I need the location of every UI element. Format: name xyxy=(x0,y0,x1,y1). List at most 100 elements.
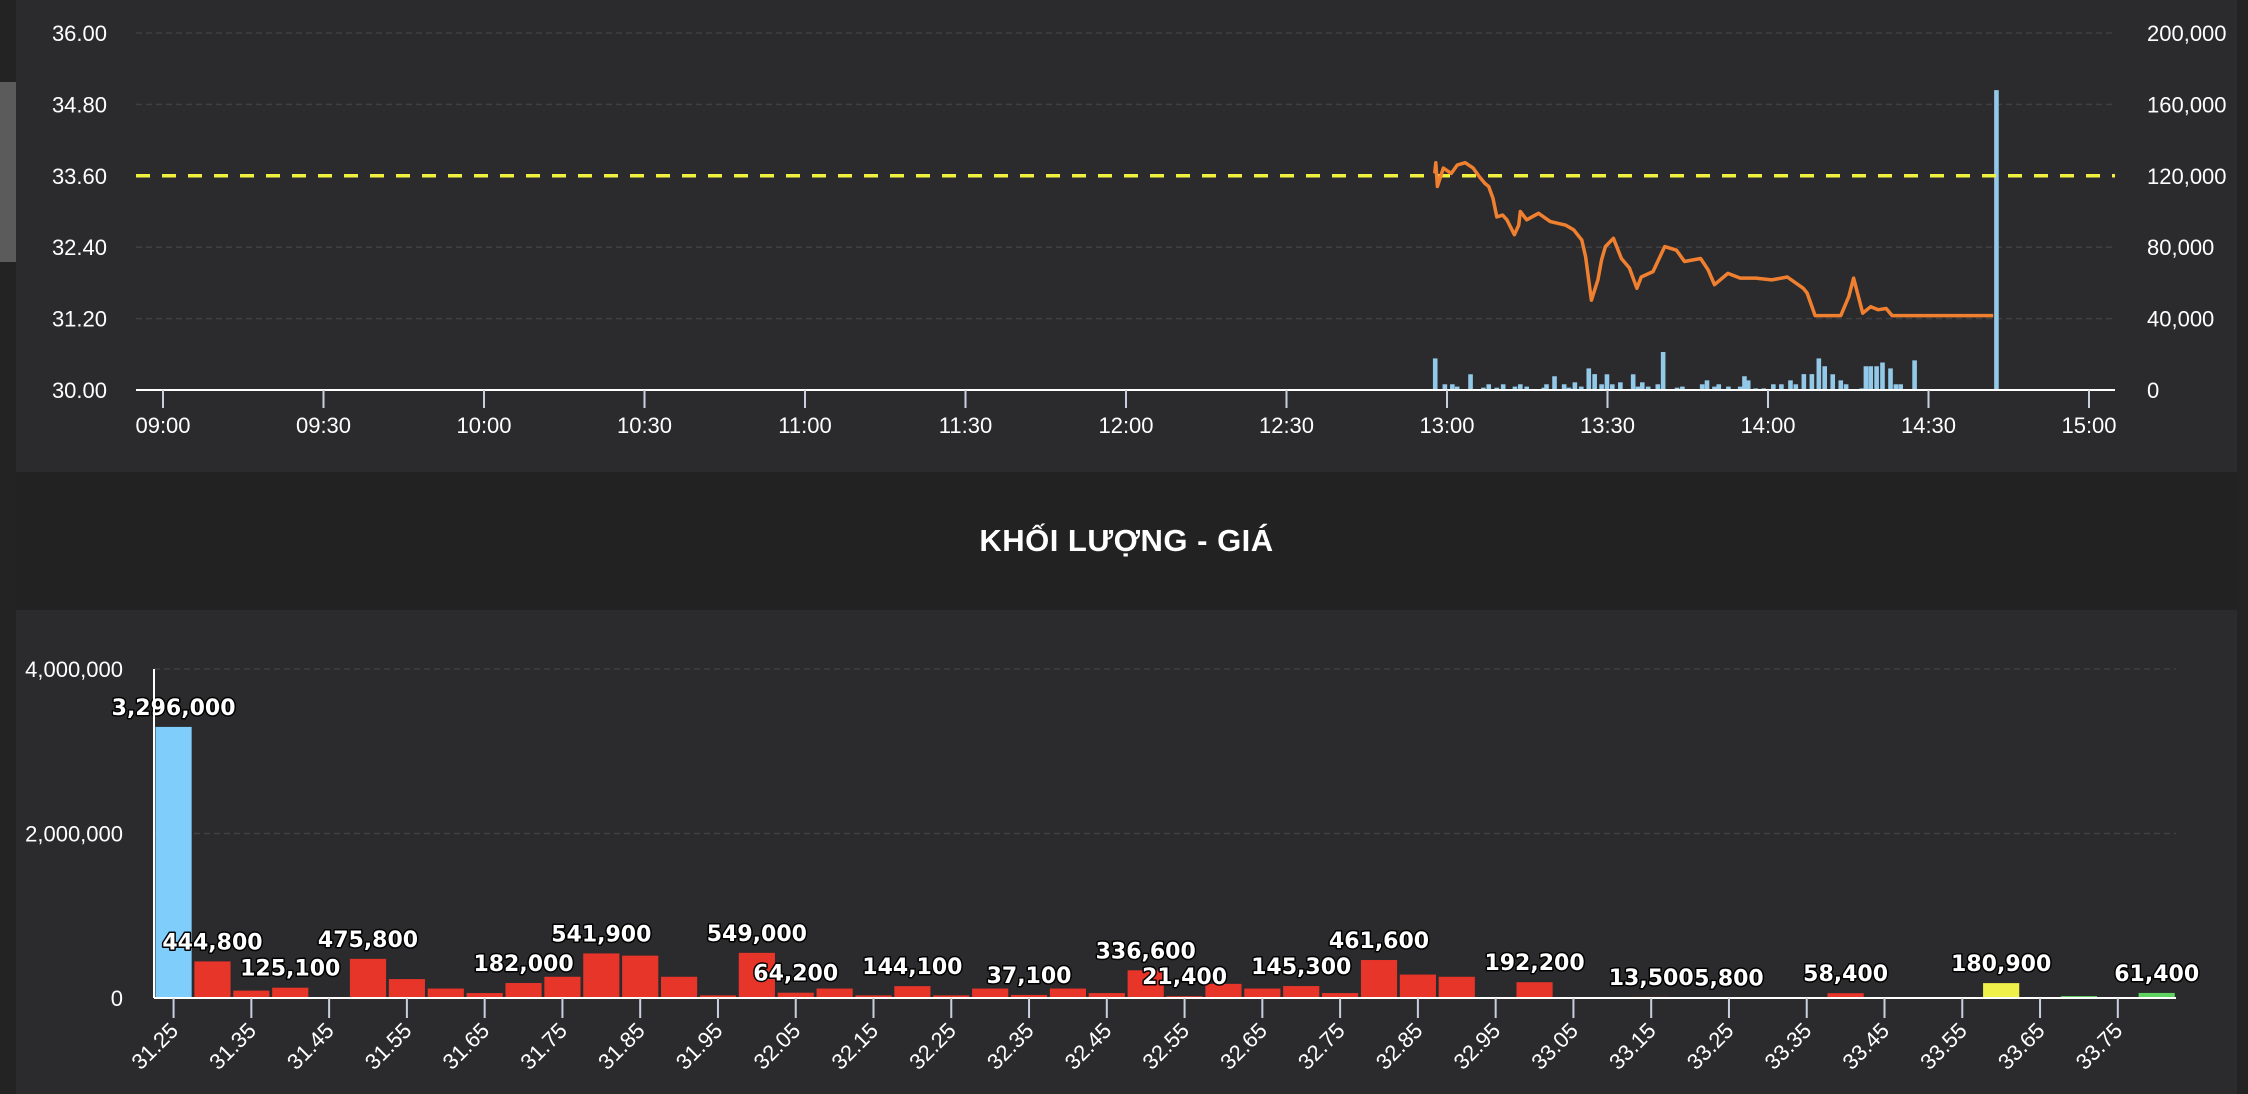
price-volume-bar xyxy=(544,976,581,998)
price-volume-bar xyxy=(427,988,464,998)
bar-data-label: 180,900 xyxy=(1951,952,2051,977)
price-volume-bar xyxy=(1049,988,1087,998)
price-volume-bar xyxy=(583,953,620,998)
price-tick-label: 32.55 xyxy=(1138,1018,1195,1075)
volume-bar xyxy=(1830,374,1836,390)
price-tick-label: 33.35 xyxy=(1760,1018,1817,1075)
bar-data-label: 21,400 xyxy=(1142,965,1227,990)
volume-bar xyxy=(1618,382,1623,390)
volume-axis-label: 80,000 xyxy=(2147,235,2214,260)
price-volume-bar xyxy=(738,952,775,998)
bar-data-label: 64,200 xyxy=(753,962,838,987)
bar-data-label: 145,300 xyxy=(1251,955,1351,980)
price-tick-label: 32.05 xyxy=(749,1018,806,1075)
volume-bar xyxy=(1874,366,1879,390)
volume-bar xyxy=(1494,387,1500,390)
bar-data-label: 475,800 xyxy=(318,928,418,953)
volume-bar xyxy=(1716,384,1722,390)
volume-bar xyxy=(1586,368,1592,390)
time-axis-label: 14:00 xyxy=(1740,413,1795,438)
bar-data-label: 5,800 xyxy=(1694,967,1764,992)
bar-data-label: 58,400 xyxy=(1803,962,1888,987)
volume-bar xyxy=(1699,384,1705,390)
volume-bar xyxy=(1512,386,1518,390)
price-axis-label: 32.40 xyxy=(52,235,107,260)
volume-bar xyxy=(1793,384,1799,390)
price-tick-label: 32.85 xyxy=(1371,1018,1428,1075)
volume-bar xyxy=(1801,374,1807,390)
volume-price-header: KHỐI LƯỢNG - GIÁ xyxy=(16,472,2237,610)
price-volume-bar xyxy=(1983,983,2020,998)
price-volume-bar xyxy=(1322,993,1359,998)
volume-bar xyxy=(1524,386,1530,390)
price-tick-label: 31.35 xyxy=(204,1018,261,1075)
bar-data-label: 125,100 xyxy=(240,957,340,982)
price-volume-bar xyxy=(1088,993,1125,998)
price-tick-label: 31.25 xyxy=(127,1018,184,1075)
price-tick-label: 31.75 xyxy=(515,1018,572,1075)
volume-bar xyxy=(1674,387,1680,390)
bar-data-label: 336,600 xyxy=(1096,939,1196,964)
bar-data-label: 37,100 xyxy=(987,964,1072,989)
price-tick-label: 33.45 xyxy=(1837,1018,1894,1075)
price-volume-bar xyxy=(1516,982,1553,998)
volume-bar xyxy=(1578,386,1584,390)
volume-bar xyxy=(1432,358,1438,390)
left-scrollbar-track[interactable] xyxy=(0,0,16,1094)
price-tick-label: 31.45 xyxy=(282,1018,339,1075)
volume-bar xyxy=(1645,386,1651,390)
volume-bar xyxy=(1561,384,1567,390)
price-volume-bar xyxy=(155,726,192,998)
price-volume-bar xyxy=(388,979,425,998)
price-volume-bar xyxy=(1399,974,1436,998)
time-axis-label: 11:30 xyxy=(939,413,992,438)
volume-axis-label: 160,000 xyxy=(2147,92,2227,117)
volume-axis-label: 120,000 xyxy=(2147,164,2227,189)
right-scrollbar-track[interactable] xyxy=(2237,0,2248,1094)
time-axis-label: 12:00 xyxy=(1098,413,1153,438)
price-volume-bar xyxy=(233,990,270,998)
volume-bar xyxy=(1517,384,1523,390)
time-axis-label: 09:30 xyxy=(296,413,351,438)
left-scrollbar-thumb[interactable] xyxy=(0,82,16,262)
price-volume-bar xyxy=(894,986,931,998)
volume-bar xyxy=(1822,366,1828,390)
volume-bar xyxy=(1572,382,1578,390)
time-axis-label: 11:00 xyxy=(778,413,831,438)
volume-bar xyxy=(1779,384,1784,390)
volume-bar xyxy=(1838,380,1844,390)
price-volume-bar xyxy=(1283,986,1320,998)
volume-bar xyxy=(1604,374,1610,390)
volume-axis-label: 2,000,000 xyxy=(25,822,123,847)
volume-bar xyxy=(1442,384,1448,390)
price-axis-label: 36.00 xyxy=(52,21,107,46)
price-volume-bar xyxy=(466,993,503,998)
price-tick-label: 32.75 xyxy=(1293,1018,1350,1075)
price-tick-label: 32.45 xyxy=(1060,1018,1117,1075)
volume-bar xyxy=(1541,387,1547,390)
time-axis-label: 13:30 xyxy=(1580,413,1635,438)
bar-data-label: 13,500 xyxy=(1609,966,1694,991)
price-tick-label: 33.65 xyxy=(1993,1018,2050,1075)
volume-bar xyxy=(1592,374,1597,390)
price-volume-bar xyxy=(1127,970,1164,998)
price-tick-label: 32.65 xyxy=(1215,1018,1272,1075)
bar-data-label: 444,800 xyxy=(162,930,262,955)
volume-bar xyxy=(1544,384,1549,390)
volume-bar xyxy=(1486,384,1492,390)
volume-bar xyxy=(1630,374,1636,390)
price-tick-label: 32.35 xyxy=(982,1018,1039,1075)
volume-bar xyxy=(1843,384,1849,390)
volume-axis-label: 0 xyxy=(111,986,123,1011)
price-volume-bar xyxy=(1827,993,1864,998)
volume-bar xyxy=(1704,380,1710,390)
price-volume-bar xyxy=(661,976,698,998)
volume-bar xyxy=(1500,384,1506,390)
price-volume-bar xyxy=(2138,992,2175,998)
price-tick-label: 33.75 xyxy=(2071,1018,2128,1075)
volume-bar xyxy=(1737,386,1743,390)
volume-bar xyxy=(1599,384,1604,390)
bar-data-label: 61,400 xyxy=(2114,962,2199,987)
volume-bar xyxy=(1816,358,1822,390)
price-volume-bar xyxy=(622,955,659,998)
